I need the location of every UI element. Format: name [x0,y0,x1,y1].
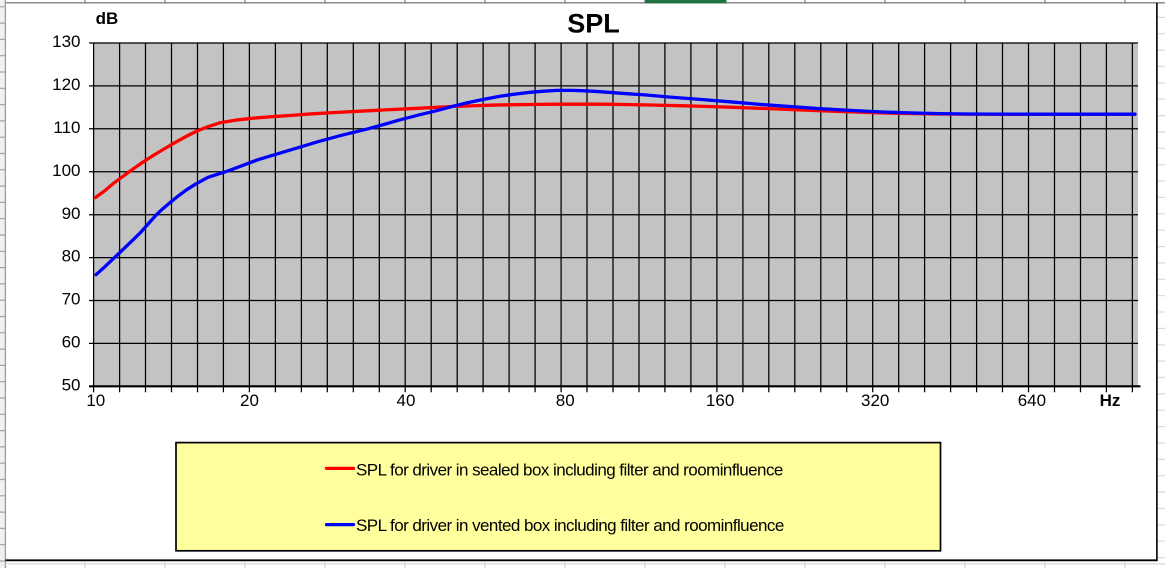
svg-text:60: 60 [62,333,81,352]
svg-text:80: 80 [62,247,81,266]
svg-text:dB: dB [96,9,119,28]
svg-text:Hz: Hz [1100,391,1121,410]
svg-text:100: 100 [52,161,80,180]
svg-text:110: 110 [53,118,80,137]
svg-text:SPL for driver in vented box i: SPL for driver in vented box including f… [356,516,784,535]
svg-text:SPL for driver in sealed box i: SPL for driver in sealed box including f… [356,460,783,479]
svg-text:640: 640 [1018,391,1046,410]
svg-text:70: 70 [62,290,81,309]
svg-text:10: 10 [86,391,105,410]
svg-text:90: 90 [62,204,81,223]
svg-text:40: 40 [397,391,416,410]
svg-text:120: 120 [52,75,80,94]
svg-text:320: 320 [861,391,889,410]
svg-text:50: 50 [62,375,81,394]
svg-text:20: 20 [240,391,259,410]
svg-text:80: 80 [556,391,575,410]
svg-text:130: 130 [52,32,80,51]
svg-text:160: 160 [706,391,734,410]
svg-text:SPL: SPL [567,9,620,39]
